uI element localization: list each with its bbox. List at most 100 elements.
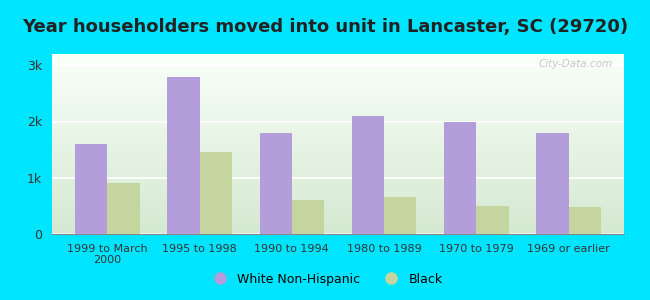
Bar [52, 149, 624, 151]
Bar [52, 175, 624, 176]
Bar [476, 206, 509, 234]
Bar [52, 113, 624, 115]
Bar [52, 135, 624, 137]
Bar [52, 131, 624, 133]
Bar [52, 184, 624, 185]
Bar [52, 119, 624, 121]
Bar [52, 180, 624, 182]
Bar [167, 76, 200, 234]
Bar [52, 229, 624, 230]
Bar [52, 146, 624, 148]
Bar [52, 169, 624, 171]
Bar [52, 220, 624, 221]
Bar [52, 128, 624, 130]
Bar [52, 200, 624, 202]
Bar [52, 221, 624, 223]
Bar [52, 94, 624, 95]
Bar [52, 182, 624, 184]
Bar [52, 230, 624, 232]
Bar [52, 173, 624, 175]
Bar [52, 162, 624, 164]
Bar [52, 68, 624, 70]
Bar [52, 65, 624, 67]
Bar [52, 106, 624, 108]
Bar [52, 214, 624, 216]
Bar [52, 101, 624, 103]
Bar [52, 198, 624, 200]
Bar [52, 216, 624, 218]
Legend: White Non-Hispanic, Black: White Non-Hispanic, Black [202, 268, 448, 291]
Bar [52, 108, 624, 110]
Bar [52, 97, 624, 99]
Bar [52, 124, 624, 126]
Bar [52, 92, 624, 94]
Bar [52, 202, 624, 203]
Bar [200, 152, 232, 234]
Bar [52, 117, 624, 119]
Bar [52, 142, 624, 144]
Bar [52, 144, 624, 146]
Bar [52, 104, 624, 106]
Bar [52, 122, 624, 124]
Bar [52, 209, 624, 211]
Bar [52, 140, 624, 142]
Bar [52, 176, 624, 178]
Bar [52, 126, 624, 128]
Text: City-Data.com: City-Data.com [538, 59, 612, 69]
Bar [52, 189, 624, 191]
Bar [52, 133, 624, 135]
Bar [52, 115, 624, 117]
Bar [52, 193, 624, 194]
Bar [107, 183, 140, 234]
Bar [444, 122, 476, 234]
Bar [52, 63, 624, 65]
Bar [352, 116, 384, 234]
Bar [52, 79, 624, 81]
Bar [75, 144, 107, 234]
Bar [52, 207, 624, 209]
Bar [52, 196, 624, 198]
Bar [52, 178, 624, 180]
Bar [52, 88, 624, 90]
Bar [52, 191, 624, 193]
Bar [52, 137, 624, 139]
Bar [52, 67, 624, 68]
Bar [52, 139, 624, 140]
Bar [52, 153, 624, 155]
Bar [52, 166, 624, 167]
Bar [52, 164, 624, 166]
Bar [52, 185, 624, 187]
Bar [52, 203, 624, 205]
Text: Year householders moved into unit in Lancaster, SC (29720): Year householders moved into unit in Lan… [22, 18, 628, 36]
Bar [52, 225, 624, 227]
Bar [292, 200, 324, 234]
Bar [52, 167, 624, 169]
Bar [52, 54, 624, 56]
Bar [52, 130, 624, 131]
Bar [52, 61, 624, 63]
Bar [52, 95, 624, 97]
Bar [52, 211, 624, 212]
Bar [52, 77, 624, 79]
Bar [52, 110, 624, 112]
Bar [52, 83, 624, 85]
Bar [52, 212, 624, 214]
Bar [52, 103, 624, 104]
Bar [52, 112, 624, 113]
Bar [52, 81, 624, 83]
Bar [536, 133, 569, 234]
Bar [52, 205, 624, 207]
Bar [52, 158, 624, 160]
Bar [52, 72, 624, 74]
Bar [52, 90, 624, 92]
Bar [52, 99, 624, 101]
Bar [52, 151, 624, 153]
Bar [52, 232, 624, 234]
Bar [569, 207, 601, 234]
Bar [52, 85, 624, 86]
Bar [52, 155, 624, 157]
Bar [52, 59, 624, 61]
Bar [52, 58, 624, 59]
Bar [52, 121, 624, 122]
Bar [52, 187, 624, 189]
